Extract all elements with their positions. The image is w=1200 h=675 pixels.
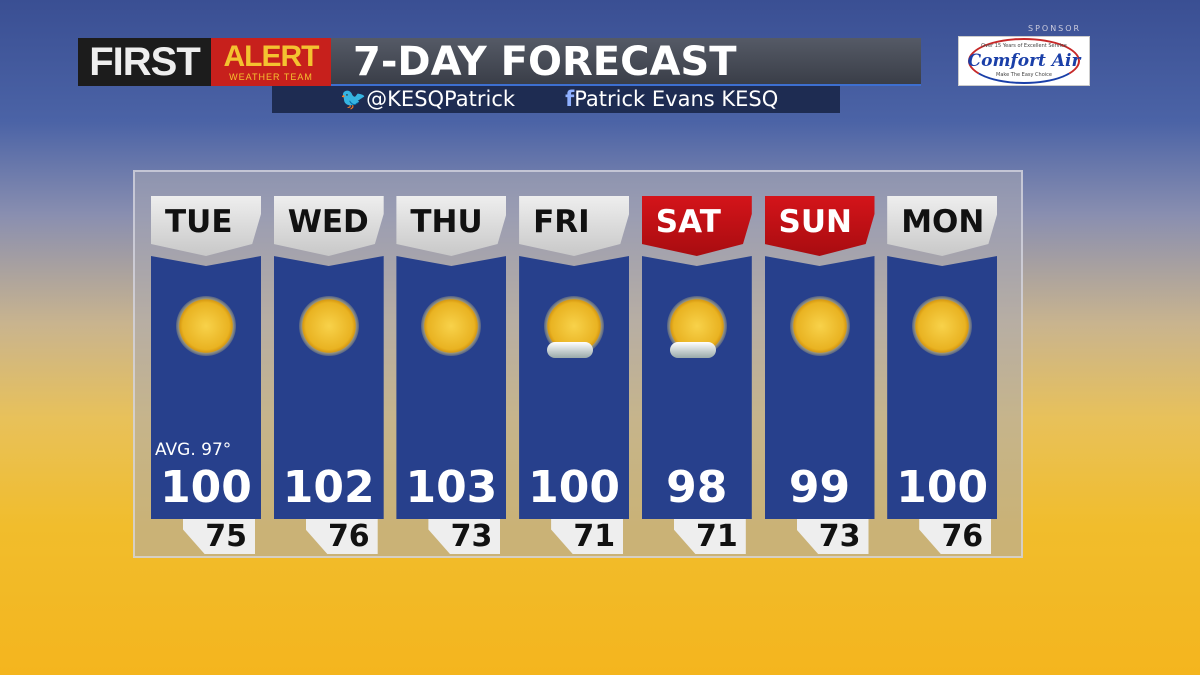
facebook-icon: f: [565, 87, 575, 111]
brand-first: FIRST: [78, 38, 211, 86]
page-title: 7-DAY FORECAST: [331, 38, 921, 86]
day-label: FRI: [519, 196, 630, 256]
forecast-day-mon: MON 100 76: [887, 196, 998, 556]
forecast-day-sun: SUN 99 73: [764, 196, 875, 556]
sunny-icon: [298, 296, 359, 356]
twitter-text: @KESQPatrick: [366, 87, 516, 111]
sunny-icon: [176, 296, 236, 356]
day-body: 100: [887, 256, 998, 519]
day-body: 100: [519, 256, 630, 519]
day-body: 102: [273, 256, 384, 519]
high-temp: 100: [528, 462, 621, 513]
low-temp: 73: [796, 519, 869, 554]
sponsor-logo: Over 15 Years of Excellent Service Comfo…: [958, 36, 1090, 86]
header-banner: FIRST ALERT WEATHER TEAM 7-DAY FORECAST: [78, 38, 921, 86]
sunny-icon: [789, 296, 850, 356]
day-label: SAT: [641, 196, 752, 256]
cloud-icon: [669, 342, 716, 358]
sponsor-name: Comfort Air: [967, 51, 1081, 71]
day-label: THU: [396, 196, 507, 256]
high-temp: 102: [282, 462, 375, 513]
brand-alert: ALERT WEATHER TEAM: [211, 38, 331, 86]
high-temp: 100: [160, 462, 252, 513]
high-temp: 100: [896, 462, 989, 513]
forecast-day-fri: FRI 100 71: [519, 196, 630, 556]
twitter-handle: 🐦@KESQPatrick: [340, 86, 515, 113]
forecast-day-tue: TUE AVG. 97° 100 75: [151, 196, 261, 556]
forecast-panel: TUE AVG. 97° 100 75 WED 102 76 THU 103 73 F…: [133, 170, 1023, 558]
low-temp: 71: [551, 519, 624, 554]
sponsor-label: SPONSOR: [1028, 24, 1082, 33]
day-label: WED: [273, 196, 384, 256]
low-temp: 73: [428, 519, 501, 554]
day-body: 103: [396, 256, 507, 519]
social-bar: 🐦@KESQPatrick fPatrick Evans KESQ: [272, 86, 840, 113]
sunny-icon: [912, 296, 973, 356]
sponsor-logo-ring: Over 15 Years of Excellent Service Comfo…: [968, 38, 1080, 84]
forecast-day-wed: WED 102 76: [273, 196, 384, 556]
sunny-icon: [421, 296, 482, 356]
twitter-bird-icon: 🐦: [340, 87, 367, 111]
brand-alert-text: ALERT: [223, 39, 320, 73]
sponsor-tagline-top: Over 15 Years of Excellent Service: [981, 43, 1067, 49]
cloud-icon: [547, 342, 594, 358]
low-temp: 71: [673, 519, 746, 554]
day-label: SUN: [764, 196, 875, 256]
forecast-day-thu: THU 103 73: [396, 196, 507, 556]
day-label: TUE: [151, 196, 261, 256]
low-temp: 76: [305, 519, 378, 554]
day-body: 99: [764, 256, 875, 519]
facebook-handle: fPatrick Evans KESQ: [565, 86, 778, 113]
facebook-text: Patrick Evans KESQ: [574, 87, 779, 111]
day-label: MON: [887, 196, 998, 256]
average-high: AVG. 97°: [155, 440, 232, 460]
high-temp: 103: [405, 462, 498, 513]
high-temp: 98: [666, 462, 728, 513]
day-body: AVG. 97° 100: [151, 256, 261, 519]
low-temp: 75: [183, 519, 255, 554]
forecast-day-sat: SAT 98 71: [641, 196, 752, 556]
sponsor-tagline-bottom: Make The Easy Choice: [996, 72, 1052, 78]
high-temp: 99: [788, 462, 851, 513]
brand-team-text: WEATHER TEAM: [229, 71, 313, 82]
day-body: 98: [641, 256, 752, 519]
low-temp: 76: [919, 519, 992, 554]
